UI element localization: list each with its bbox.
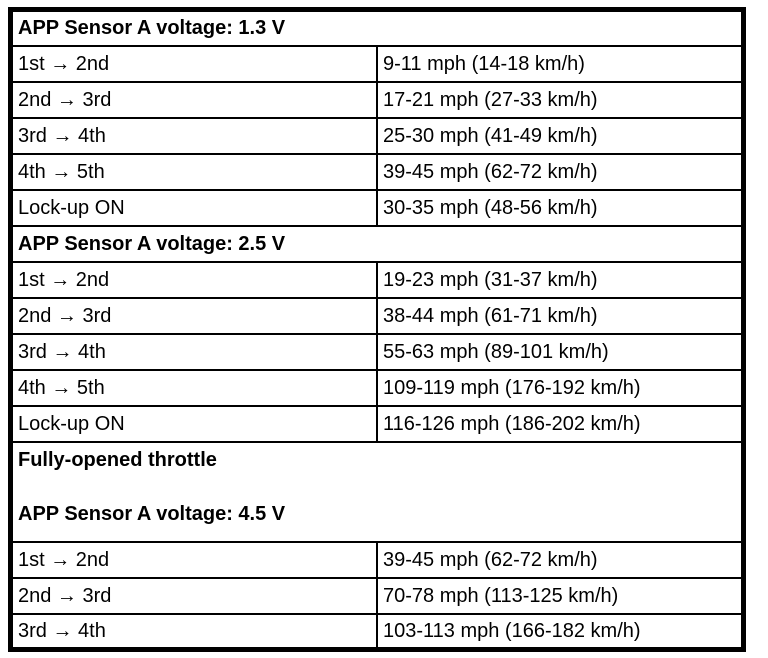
gear-shift-cell: 1st → 2nd [9,44,378,83]
section-header-row: APP Sensor A voltage: 1.3 V [9,8,745,47]
speed-range-cell: 19-23 mph (31-37 km/h) [376,260,745,299]
table-row: 1st → 2nd 39-45 mph (62-72 km/h) [9,540,745,579]
gear-shift-cell: 4th → 5th [9,368,378,407]
table-row: 4th → 5th 109-119 mph (176-192 km/h) [9,368,745,407]
section-header: Fully-opened throttle APP Sensor A volta… [9,440,745,543]
speed-range-cell: 103-113 mph (166-182 km/h) [376,612,745,651]
gear-shift-cell: Lock-up ON [9,188,378,227]
gear-shift-cell: 2nd → 3rd [9,576,378,615]
section-header-line-1: Fully-opened throttle [18,448,217,471]
section-header-line-2: APP Sensor A voltage: 4.5 V [18,502,286,525]
table-row: Lock-up ON 30-35 mph (48-56 km/h) [9,188,745,227]
section-header: APP Sensor A voltage: 2.5 V [9,224,745,263]
speed-range-cell: 30-35 mph (48-56 km/h) [376,188,745,227]
section-header-row: Fully-opened throttle APP Sensor A volta… [9,440,745,543]
table-row: 2nd → 3rd 38-44 mph (61-71 km/h) [9,296,745,335]
gear-shift-cell: 3rd → 4th [9,612,378,651]
gear-shift-cell: 2nd → 3rd [9,80,378,119]
table-row: 1st → 2nd 19-23 mph (31-37 km/h) [9,260,745,299]
section-header-row: APP Sensor A voltage: 2.5 V [9,224,745,263]
section-header-spacer [18,472,741,502]
gear-shift-cell: 4th → 5th [9,152,378,191]
speed-range-cell: 17-21 mph (27-33 km/h) [376,80,745,119]
gear-shift-cell: Lock-up ON [9,404,378,443]
table-row: 3rd → 4th 103-113 mph (166-182 km/h) [9,612,745,651]
table-row: 4th → 5th 39-45 mph (62-72 km/h) [9,152,745,191]
speed-range-cell: 39-45 mph (62-72 km/h) [376,152,745,191]
speed-range-cell: 109-119 mph (176-192 km/h) [376,368,745,407]
shift-speed-table: APP Sensor A voltage: 1.3 V 1st → 2nd 9-… [8,7,746,652]
gear-shift-cell: 3rd → 4th [9,332,378,371]
table-row: 3rd → 4th 55-63 mph (89-101 km/h) [9,332,745,371]
speed-range-cell: 39-45 mph (62-72 km/h) [376,540,745,579]
speed-range-cell: 25-30 mph (41-49 km/h) [376,116,745,155]
section-header: APP Sensor A voltage: 1.3 V [9,8,745,47]
gear-shift-cell: 2nd → 3rd [9,296,378,335]
speed-range-cell: 38-44 mph (61-71 km/h) [376,296,745,335]
speed-range-cell: 55-63 mph (89-101 km/h) [376,332,745,371]
speed-range-cell: 70-78 mph (113-125 km/h) [376,576,745,615]
table-row: 2nd → 3rd 17-21 mph (27-33 km/h) [9,80,745,119]
table-row: Lock-up ON 116-126 mph (186-202 km/h) [9,404,745,443]
gear-shift-cell: 1st → 2nd [9,260,378,299]
gear-shift-cell: 3rd → 4th [9,116,378,155]
table-row: 2nd → 3rd 70-78 mph (113-125 km/h) [9,576,745,615]
speed-range-cell: 9-11 mph (14-18 km/h) [376,44,745,83]
gear-shift-cell: 1st → 2nd [9,540,378,579]
table-row: 3rd → 4th 25-30 mph (41-49 km/h) [9,116,745,155]
table-row: 1st → 2nd 9-11 mph (14-18 km/h) [9,44,745,83]
speed-range-cell: 116-126 mph (186-202 km/h) [376,404,745,443]
